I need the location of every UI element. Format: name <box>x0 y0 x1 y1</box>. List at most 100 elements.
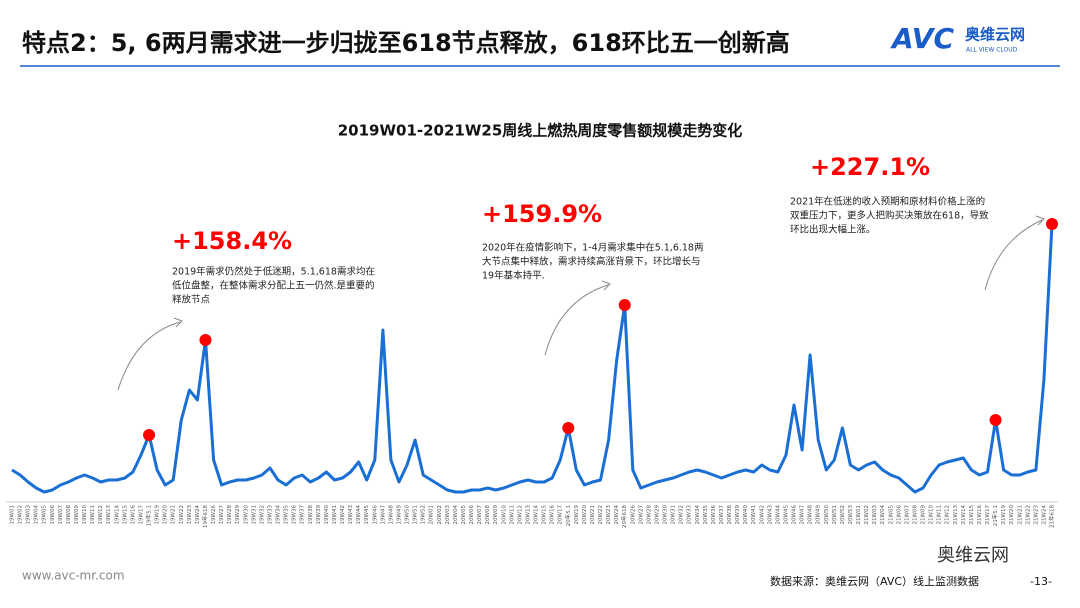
growth-label: +227.1% <box>810 153 930 181</box>
x-tick-label: 20W29 <box>654 505 660 525</box>
x-tick-label: 19W32 <box>259 505 265 524</box>
x-tick-label: 19W26 <box>211 505 217 525</box>
x-tick-label: 19W47 <box>380 505 386 525</box>
x-tick-label: 21W21 <box>1017 505 1023 524</box>
x-tick-label: 19W48 <box>388 505 394 525</box>
x-tick-label: 19W39 <box>316 505 322 525</box>
x-tick-label: 19W06 <box>50 505 56 525</box>
highlight-dot <box>989 414 1002 426</box>
line-series <box>11 223 1054 494</box>
x-tick-label: 19W01 <box>10 505 16 524</box>
x-tick-label: 20W37 <box>719 505 725 525</box>
growth-label: +159.9% <box>482 200 602 228</box>
x-tick-label: 19W31 <box>251 505 257 524</box>
highlight-dot <box>199 334 212 346</box>
x-tick-label: 20W20 <box>582 505 588 525</box>
x-tick-label: 21W22 <box>1025 505 1031 524</box>
x-tick-label: 19W12 <box>98 505 104 524</box>
x-tick-label: 19W22 <box>179 505 185 524</box>
logo-cn: 奥维云网 <box>965 26 1025 44</box>
logo: AVC <box>890 22 954 55</box>
x-tick-label: 20W10 <box>501 505 507 525</box>
highlight-dot <box>618 299 631 311</box>
x-tick-label: 20W26 <box>630 505 636 525</box>
x-tick-label: 19年5.1 <box>145 505 153 526</box>
x-tick-label: 19W10 <box>82 505 88 525</box>
x-tick-label: 20W35 <box>703 505 709 525</box>
footer-wechat: 奥维云网 <box>937 545 1009 566</box>
x-tick-label: 21年5.1 <box>991 505 999 526</box>
x-tick-label: 19W27 <box>219 505 225 525</box>
x-tick-label: 20W50 <box>824 505 830 525</box>
note-line: 2021年在低迷的收入预期和原材料价格上涨的 <box>790 196 985 208</box>
footer-url: www.avc-mr.com <box>22 569 125 583</box>
x-tick-label: 21W20 <box>1009 505 1015 525</box>
x-tick-label: 20W13 <box>525 505 531 525</box>
x-tick-label: 19W15 <box>122 505 128 525</box>
x-tick-label: 20W03 <box>445 505 451 525</box>
x-tick-label: 20W41 <box>751 505 757 524</box>
x-tick-label: 20W06 <box>469 505 475 525</box>
x-tick-label: 19W51 <box>413 505 419 524</box>
note-line: 19年基本持平. <box>482 270 545 282</box>
x-tick-label: 20W38 <box>727 505 733 525</box>
x-tick-label: 19W52 <box>421 505 427 524</box>
x-tick-label: 20W33 <box>687 505 693 525</box>
x-tick-label: 20W39 <box>735 505 741 525</box>
x-tick-label: 21W02 <box>864 505 870 524</box>
x-tick-label: 20W24 <box>614 505 620 525</box>
x-tick-label: 19W04 <box>34 505 40 525</box>
x-tick-label: 20W46 <box>792 505 798 525</box>
note-line: 2019年需求仍然处于低迷期，5.1,618需求均在 <box>172 266 375 278</box>
arrow <box>544 284 609 356</box>
x-tick-label: 19W40 <box>324 505 330 525</box>
x-tick-label: 19W34 <box>276 505 282 525</box>
x-tick-label: 21W16 <box>977 505 983 525</box>
x-tick-label: 19W09 <box>74 505 80 525</box>
x-tick-label: 19W02 <box>18 505 24 524</box>
note-line: 低位盘整，在整体需求分配上五一仍然.是重要的 <box>172 280 375 292</box>
x-tick-label: 21W14 <box>961 505 967 525</box>
x-tick-label: 20W15 <box>542 505 548 525</box>
x-tick-label: 19W36 <box>292 505 298 525</box>
x-tick-label: 20年618 <box>620 505 628 528</box>
x-tick-label: 19W24 <box>195 505 201 525</box>
x-tick-label: 20W47 <box>800 505 806 525</box>
x-tick-label: 20W16 <box>550 505 556 525</box>
x-tick-label: 19W07 <box>58 505 64 525</box>
x-tick-label: 20年5.1 <box>564 505 572 526</box>
x-tick-label: 20W36 <box>711 505 717 525</box>
highlight-dot <box>143 429 156 441</box>
x-tick-label: 19W37 <box>300 505 306 525</box>
x-tick-label: 21W17 <box>985 505 991 525</box>
x-tick-label: 20W53 <box>848 505 854 525</box>
arrow-head <box>173 317 183 328</box>
x-tick-label: 20W52 <box>840 505 846 524</box>
page-number: -13- <box>1030 575 1052 588</box>
x-tick-label: 20W12 <box>517 505 523 524</box>
x-tick-label: 20W30 <box>663 505 669 525</box>
x-tick-label: 20W43 <box>767 505 773 525</box>
x-tick-label: 20W11 <box>509 505 515 524</box>
x-tick-label: 21W23 <box>1033 505 1039 525</box>
x-tick-label: 19W35 <box>284 505 290 525</box>
x-tick-label: 19W23 <box>187 505 193 525</box>
note-line: 2020年在疫情影响下，1-4月需求集中在5.1,6.18两 <box>482 242 703 254</box>
x-tick-label: 20W21 <box>590 505 596 524</box>
x-tick-label: 21W04 <box>880 505 886 525</box>
x-tick-label: 20W48 <box>808 505 814 525</box>
x-tick-label: 19W49 <box>396 505 402 525</box>
x-tick-label: 21W08 <box>912 505 918 525</box>
x-tick-label: 21W06 <box>896 505 902 525</box>
x-tick-label: 19W50 <box>405 505 411 525</box>
x-tick-label: 21W12 <box>945 505 951 524</box>
arrow-head <box>1035 215 1045 226</box>
x-tick-label: 20W51 <box>832 505 838 524</box>
x-tick-label: 20W09 <box>493 505 499 525</box>
x-tick-label: 19W11 <box>90 505 96 524</box>
arrow <box>984 219 1043 291</box>
note-line: 大节点集中释放，需求持续高涨背景下，环比增长与 <box>482 256 701 268</box>
x-tick-label: 20W05 <box>461 505 467 525</box>
arrow <box>117 321 181 391</box>
chart-title: 2019W01-2021W25周线上燃热周度零售额规模走势变化 <box>338 122 743 140</box>
